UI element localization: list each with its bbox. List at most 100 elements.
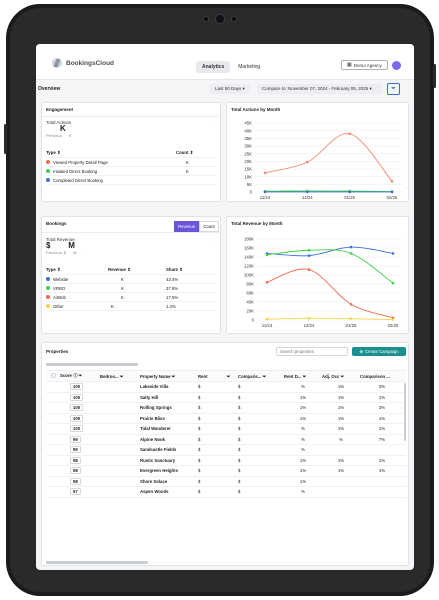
col-bedrooms[interactable]: Bedroo... ⏷ <box>100 374 140 379</box>
app-logo[interactable]: BookingsCloud <box>52 58 114 68</box>
table-row[interactable]: 98 Evergreen Heights $ $1% 1% 1% <box>46 466 406 477</box>
col-comparison[interactable]: Comparis... ⏷ <box>238 374 284 379</box>
y-tick-label: 35K <box>244 136 252 141</box>
data-point <box>306 190 309 194</box>
row-label-text: VRBO <box>53 285 66 291</box>
avatar[interactable] <box>392 61 401 70</box>
engagement-table: Type ⇕ Count ⇕ Viewed Property Detail Pa… <box>46 149 216 185</box>
col-rent-diff[interactable]: Rent D... ⏷ <box>284 374 322 379</box>
date-range-dropdown[interactable]: Last 90 Days ▾ <box>210 84 250 94</box>
agency-selector-button[interactable]: ▦ Demo Agency <box>341 60 388 70</box>
col-share[interactable]: Share ⇕ <box>166 267 183 272</box>
rent-diff-cell: 1% <box>299 405 307 411</box>
y-tick-label: 120K <box>244 264 254 269</box>
legend-dot <box>46 295 50 300</box>
property-name-cell: Prairie Bliss <box>140 415 165 421</box>
rent-diff-cell: % <box>301 384 305 390</box>
row-share: 1.2% <box>166 303 176 309</box>
score-cell: 98 <box>60 456 100 464</box>
col-score[interactable]: Score ⓘ ⏷ <box>60 373 100 379</box>
table-row[interactable]: 98 Shore Solace $ $1% <box>46 477 406 487</box>
row-label: Initiated Direct Booking <box>46 169 186 174</box>
table-row[interactable]: 99 Sandcastle Fields $ $% <box>46 445 406 456</box>
horizontal-scrollbar-bottom[interactable] <box>46 561 148 564</box>
col-type[interactable]: Type ⇕ <box>46 150 61 155</box>
comparison-cell: $ <box>238 394 241 400</box>
score-badge: 100 <box>70 404 84 412</box>
tab-analytics[interactable]: Analytics <box>196 61 231 73</box>
col-comparison-occ[interactable]: Comparison ... <box>360 373 390 379</box>
camera-icon <box>215 14 225 24</box>
score-badge: 98 <box>70 456 81 464</box>
search-properties-input[interactable] <box>276 347 348 356</box>
bookings-table: Type ⇕ Revenue ⇕ Share ⇕ Website K 43.4%… <box>46 266 216 311</box>
y-tick-label: 5K <box>247 182 252 187</box>
x-tick-label: 02/25 <box>388 323 399 328</box>
total-revenue-label: Total Revenue <box>46 237 75 242</box>
data-point <box>391 281 395 285</box>
create-campaign-button[interactable]: ⊕ Create Campaign <box>352 347 406 356</box>
table-row[interactable]: 97 Aspen Woods $ $% <box>46 487 406 498</box>
row-count: K <box>186 159 189 165</box>
x-tick-label: 01/25 <box>346 323 357 328</box>
main-nav: Analytics Marketing <box>196 61 266 73</box>
total-revenue-value: $ M <box>46 241 75 250</box>
rent-cell: $ <box>198 436 201 442</box>
col-property-name[interactable]: Property Name ⏷ <box>140 374 198 379</box>
comparison-cell: $ <box>238 478 241 484</box>
col-count[interactable]: Count ⇕ <box>176 150 194 155</box>
horizontal-scrollbar[interactable] <box>46 363 138 366</box>
compare-range-dropdown[interactable]: Compare to: November 07, 2024 - February… <box>257 84 382 94</box>
properties-title: Properties <box>46 349 69 354</box>
table-row: VRBO K 37.8% <box>46 284 216 293</box>
y-tick-label: 160K <box>244 246 254 251</box>
col-rent[interactable]: Rent ⏷ <box>198 374 238 379</box>
property-name-cell: Rolling Springs <box>140 405 172 411</box>
toggle-revenue[interactable]: Revenue <box>174 221 200 232</box>
row-label: AirBnb <box>46 295 121 300</box>
comparison-occ-cell: 1% <box>378 457 386 463</box>
previous-revenue-value: M <box>73 250 77 255</box>
previous-value: K <box>68 133 72 138</box>
data-point <box>306 160 309 164</box>
rent-cell: $ <box>198 405 201 411</box>
row-label-text: Website <box>53 276 69 282</box>
table-row[interactable]: 100 Rolling Springs $ $1% 1% 3% <box>46 403 406 414</box>
adj-occ-cell: 1% <box>337 384 345 390</box>
toggle-count[interactable]: Count <box>199 221 219 232</box>
score-cell: 99 <box>60 435 100 443</box>
property-name-cell: Shore Solace <box>140 478 168 484</box>
legend-dot <box>46 277 50 282</box>
table-row[interactable]: 100 Tidal Wanderer $ $% 1% 1% <box>46 424 406 435</box>
info-icon: ⓘ <box>73 373 78 378</box>
data-point <box>349 317 353 320</box>
col-type[interactable]: Type ⇕ <box>46 267 61 272</box>
col-adj-occ[interactable]: Adj. Occ ⏷ <box>322 374 360 379</box>
table-row[interactable]: 100 Salty Hill $ $1% 1% 1% <box>46 393 406 403</box>
row-label-text: Completed Direct Booking <box>53 177 103 183</box>
divider <box>42 232 220 233</box>
row-label: Completed Direct Booking <box>46 178 186 183</box>
score-badge: 100 <box>70 414 84 422</box>
col-revenue[interactable]: Revenue ⇕ <box>108 267 131 272</box>
table-row[interactable]: 100 Lakeside Villa $ $% 1% 3% <box>46 382 406 393</box>
col-property-name-label: Property Name <box>140 373 171 379</box>
y-tick-label: 15K <box>244 167 252 172</box>
vertical-scrollbar[interactable] <box>404 383 406 441</box>
property-name-cell: Tidal Wanderer <box>140 426 171 432</box>
col-bedrooms-label: Bedroo... <box>100 373 119 379</box>
table-row[interactable]: 99 Alpine Nook $ $%% 7% <box>46 435 406 445</box>
x-tick-label: 12/24 <box>302 195 313 200</box>
table-row[interactable]: 98 Rustic Sanctuary $ $1% 1% 1% <box>46 456 406 466</box>
property-name-cell: Rustic Sanctuary <box>140 457 176 463</box>
data-point <box>265 253 269 257</box>
rent-cell: $ <box>198 457 201 463</box>
rent-diff-cell: % <box>301 426 305 432</box>
select-all-radio[interactable] <box>46 373 60 379</box>
page-title: Overview <box>38 86 61 92</box>
table-row[interactable]: 100 Prairie Bliss $ $1% 1% 1% <box>46 414 406 424</box>
tab-marketing[interactable]: Marketing <box>238 64 261 70</box>
filter-button[interactable]: ⏷ <box>387 83 400 95</box>
data-point <box>307 248 311 252</box>
rent-diff-cell: % <box>301 489 305 495</box>
